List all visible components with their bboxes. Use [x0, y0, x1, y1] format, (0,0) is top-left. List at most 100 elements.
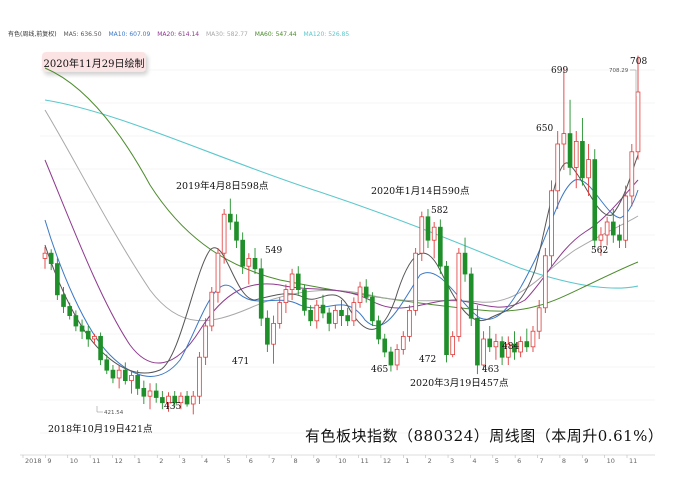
candle-down	[135, 374, 140, 389]
candle-up	[92, 335, 97, 340]
ma60-line	[44, 67, 639, 312]
x-tick-label: 2018	[25, 457, 42, 465]
x-tick-label: 3	[450, 457, 454, 465]
candle-down	[160, 397, 165, 404]
label-484: 484	[502, 342, 519, 352]
candle-up	[271, 322, 276, 345]
candle-down	[326, 312, 332, 324]
candle-down	[468, 273, 474, 319]
x-tick-label: 11	[92, 457, 100, 465]
candle-down	[48, 252, 54, 264]
label-435: 435	[164, 402, 181, 412]
candle-down	[524, 341, 530, 348]
x-tick-label: 5	[226, 457, 230, 465]
candle-down	[320, 304, 326, 314]
candle-up	[450, 335, 456, 355]
ma120-line	[44, 99, 639, 289]
candle-up	[623, 195, 628, 241]
x-tick-label: 4	[204, 457, 208, 465]
candle-down	[184, 395, 190, 405]
date-badge: 2020年11月29日绘制	[42, 52, 146, 72]
candle-down	[73, 315, 79, 327]
candle-up	[586, 159, 591, 179]
candle-up	[573, 140, 579, 168]
low-marker-value: 421.54	[104, 410, 124, 416]
x-tick-label: 10	[70, 457, 78, 465]
x-tick-label: 6	[249, 457, 253, 465]
x-tick-label: 2	[428, 457, 432, 465]
candle-down	[85, 330, 91, 340]
candle-down	[55, 263, 60, 296]
x-tick-label: 12	[114, 457, 122, 465]
label-471: 471	[232, 357, 249, 367]
legend-ma20: MA20: 614.14	[157, 31, 200, 38]
candle-down	[345, 315, 350, 322]
ma20-line	[44, 159, 639, 364]
candle-down	[592, 159, 598, 241]
candle-down	[376, 320, 381, 340]
candle-down	[308, 309, 313, 322]
legend-ma30: MA30: 582.77	[206, 31, 248, 38]
candle-up	[357, 286, 363, 304]
x-tick-label: 5	[495, 457, 499, 465]
candle-up	[314, 304, 320, 322]
candle-up	[42, 252, 48, 259]
chart-title: 有色板块指数（880324）周线图（本周升0.61%）	[305, 427, 664, 445]
legend-ma120: MA120: 526.85	[303, 31, 350, 38]
candle-up	[116, 369, 122, 379]
candle-up	[629, 151, 635, 197]
candle-up	[561, 133, 567, 145]
candle-up	[203, 325, 208, 358]
x-tick-label: 1	[137, 457, 141, 465]
candle-up	[190, 395, 196, 405]
candle-down	[487, 338, 493, 348]
candle-down	[104, 359, 110, 371]
candle-up	[197, 356, 202, 397]
ma10-line	[44, 179, 639, 377]
candle-up	[394, 348, 400, 366]
candle-down	[110, 369, 116, 379]
label-465: 465	[371, 365, 388, 375]
x-tick-label: 6	[517, 457, 521, 465]
x-tick-label: 11	[629, 457, 637, 465]
label-708: 708	[630, 57, 647, 67]
candle-up	[178, 395, 184, 404]
candle-down	[122, 369, 128, 382]
candle-up	[530, 330, 536, 348]
x-tick-label: 3	[182, 457, 186, 465]
candle-up	[481, 338, 486, 366]
label-562: 562	[591, 246, 608, 256]
candle-up	[289, 273, 295, 291]
candle-up	[505, 343, 511, 358]
x-tick-label: 8	[562, 457, 566, 465]
candle-down	[339, 309, 344, 316]
candle-down	[567, 133, 573, 168]
candle-down	[98, 335, 103, 361]
candle-down	[512, 343, 517, 353]
candle-up	[351, 302, 357, 322]
candle-down	[265, 317, 270, 345]
candle-down	[240, 239, 245, 267]
legend-ma60: MA60: 547.44	[254, 31, 297, 38]
candle-down	[258, 268, 264, 319]
label-472: 472	[419, 355, 436, 365]
candle-up	[407, 309, 412, 337]
candle-up	[536, 307, 542, 332]
x-tick-label: 1	[405, 457, 409, 465]
candle-up	[221, 213, 227, 254]
candle-up	[283, 289, 289, 304]
candle-up	[209, 291, 215, 327]
high-marker-value: 708.29	[609, 68, 629, 74]
candle-up	[166, 395, 171, 404]
x-tick-label: 10	[607, 457, 615, 465]
candle-up	[555, 143, 561, 192]
candle-down	[499, 341, 505, 358]
candle-up	[543, 255, 548, 309]
legend-ma10: MA10: 607.09	[108, 31, 151, 38]
candle-down	[370, 296, 375, 322]
candle-up	[431, 226, 437, 241]
x-tick-label: 10	[338, 457, 346, 465]
ma5-line	[44, 154, 639, 374]
label-582: 582	[431, 206, 448, 216]
